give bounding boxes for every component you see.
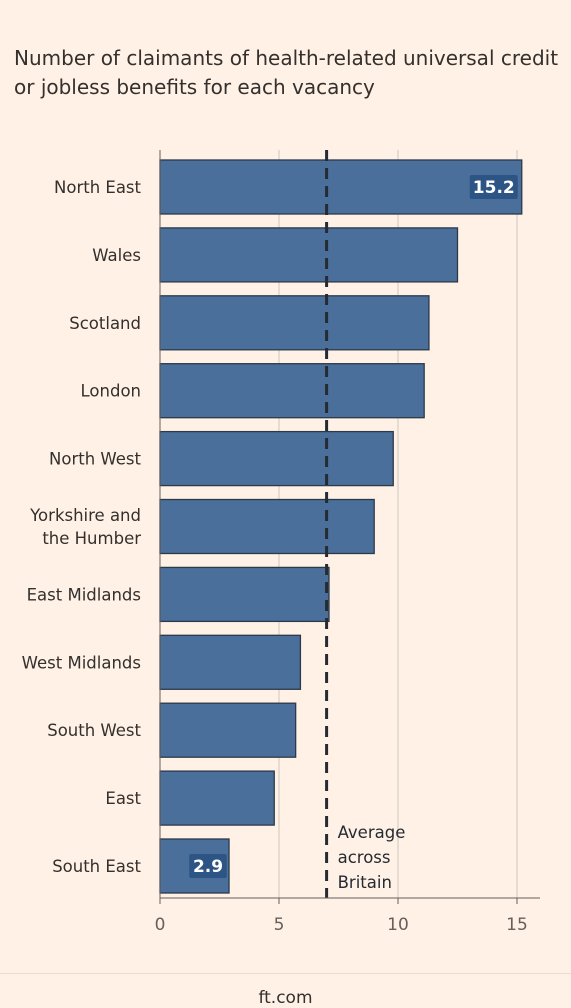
- bar: [159, 702, 297, 758]
- category-label: South West: [47, 721, 141, 740]
- bars: [159, 159, 523, 894]
- category-label: East: [105, 789, 141, 808]
- data-label: 15.2: [473, 178, 515, 198]
- x-tick-label: 15: [506, 915, 528, 935]
- category-label: North East: [54, 178, 142, 197]
- category-label: Scotland: [69, 314, 141, 333]
- footer-source: ft.com: [258, 988, 313, 1008]
- bar: [159, 498, 375, 555]
- category-label: London: [81, 382, 141, 401]
- category-label: South East: [52, 857, 141, 876]
- bar-chart: Average across Britain North East Wales Scot…: [22, 150, 540, 935]
- bar: [159, 430, 394, 487]
- bar: [159, 634, 302, 690]
- category-label: East Midlands: [27, 585, 141, 604]
- bar: [159, 295, 430, 351]
- bar: [159, 159, 523, 215]
- bar: [159, 770, 275, 826]
- data-label-bg: [189, 854, 227, 878]
- data-label-bg: [469, 175, 518, 199]
- x-axis: 0 5 10 15: [155, 150, 540, 935]
- footer-divider: [0, 973, 571, 974]
- category-label: Wales: [92, 246, 141, 265]
- data-labels: 15.2 2.9: [189, 175, 518, 878]
- chart-title: Number of claimants of health-related un…: [14, 46, 559, 99]
- average-reference: Average across Britain: [325, 150, 406, 898]
- bar: [159, 227, 459, 283]
- bar: [159, 363, 425, 419]
- data-label: 2.9: [193, 857, 223, 877]
- category-label: Yorkshire and the Humber: [29, 506, 141, 548]
- average-annotation: Average across Britain: [338, 823, 406, 892]
- category-label: West Midlands: [22, 653, 141, 672]
- category-labels: North East Wales Scotland London North West Y…: [22, 178, 142, 876]
- x-tick-label: 10: [387, 915, 409, 935]
- x-tick-label: 0: [155, 915, 166, 935]
- x-tick-label: 5: [274, 915, 285, 935]
- category-label: North West: [49, 450, 141, 469]
- bar: [159, 566, 330, 623]
